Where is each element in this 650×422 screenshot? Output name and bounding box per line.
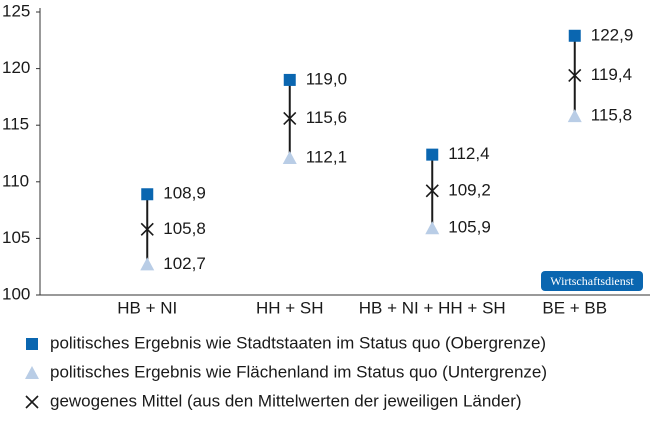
value-label: 109,2 [448, 180, 491, 199]
legend-marker [25, 366, 39, 379]
legend-label: politisches Ergebnis wie Stadtstaaten im… [50, 333, 546, 352]
badge [541, 271, 643, 291]
value-label: 115,8 [591, 106, 632, 125]
value-label: 112,1 [306, 148, 347, 167]
y-tick-label: 125 [2, 1, 30, 20]
x-tick-label: HH + SH [256, 298, 324, 317]
upper-marker [568, 29, 581, 42]
x-tick-label: HB + NI [117, 298, 177, 317]
mean-marker [425, 184, 439, 198]
value-label: 119,4 [591, 65, 632, 84]
mean-marker [140, 222, 154, 236]
value-label: 115,6 [306, 108, 347, 127]
legend-label: gewogenes Mittel (aus den Mittelwerten d… [50, 391, 522, 410]
upper-marker [426, 148, 439, 161]
lower-marker [140, 257, 155, 271]
value-label: 108,9 [163, 184, 206, 203]
y-tick-label: 115 [2, 115, 29, 134]
upper-marker [283, 73, 296, 86]
mean-marker [283, 111, 297, 125]
x-tick-label: BE + BB [542, 298, 607, 317]
value-label: 122,9 [591, 25, 634, 44]
lower-marker [425, 221, 440, 235]
value-label: 105,8 [163, 219, 206, 238]
value-label: 119,0 [306, 69, 347, 88]
badge-text: Wirtschaftsdienst [550, 274, 634, 288]
lower-marker [282, 151, 297, 165]
value-label: 112,4 [448, 144, 489, 163]
upper-marker [141, 188, 154, 201]
legend-marker [25, 395, 39, 409]
legend-label: politisches Ergebnis wie Flächenland im … [50, 362, 547, 381]
mean-marker [568, 68, 582, 82]
value-label: 105,9 [448, 218, 491, 237]
y-tick-label: 120 [2, 58, 30, 77]
y-tick-label: 110 [2, 171, 29, 190]
y-tick-label: 100 [2, 284, 30, 303]
lower-marker [567, 109, 582, 123]
value-label: 102,7 [163, 254, 206, 273]
legend-marker [26, 338, 38, 350]
x-tick-label: HB + NI + HH + SH [359, 298, 506, 317]
y-tick-label: 105 [2, 228, 30, 247]
